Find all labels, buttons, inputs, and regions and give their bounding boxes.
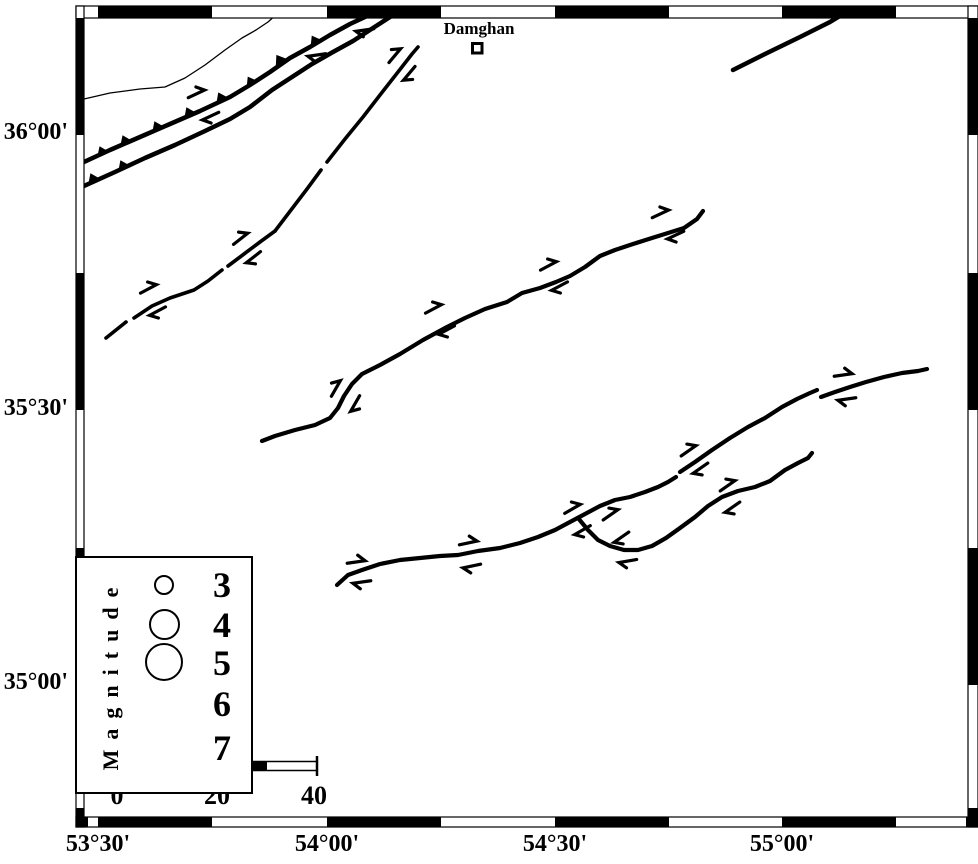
thrust-tooth-icon — [118, 160, 131, 172]
slip-arrow-icon — [351, 27, 376, 39]
slip-arrow-icon — [345, 553, 370, 565]
slip-arrow-icon — [198, 110, 221, 125]
slip-arrow-icon — [563, 500, 585, 515]
slip-arrow-icon — [387, 46, 405, 65]
lon-label-55-00: 55°00' — [749, 831, 815, 857]
slip-arrow-icon — [186, 85, 209, 100]
fault-nw-strikeslip-e — [325, 45, 420, 164]
slip-arrow-icon — [570, 524, 592, 539]
lon-label-54-00: 54°00' — [294, 831, 360, 857]
slip-arrow-icon — [303, 52, 328, 64]
slip-arrow-icon — [231, 230, 252, 246]
slip-arrow-icon — [457, 534, 482, 547]
thrust-tooth-icon — [184, 107, 197, 119]
map-frame — [75, 5, 978, 828]
slip-arrow-icon — [663, 229, 686, 244]
slip-arrow-icon — [720, 500, 742, 516]
fault-north-thrust-upper — [84, 18, 368, 165]
slip-arrow-icon — [650, 205, 673, 220]
thrust-tooth-icon — [152, 121, 165, 133]
slip-arrow-icon — [399, 64, 417, 83]
lon-label-54-30: 54°30' — [522, 831, 588, 857]
city-label-damghan: Damghan — [443, 19, 515, 38]
fault-south-fault-west — [334, 474, 679, 588]
city-marker-damghan — [471, 42, 484, 55]
slip-arrow-icon — [614, 557, 639, 570]
slip-arrow-icon — [242, 250, 263, 266]
slip-arrow-icon — [688, 461, 710, 477]
scale-label-40: 40 — [301, 781, 327, 810]
legend-circle-mag-5 — [145, 643, 183, 681]
fault-northeast-fault — [730, 18, 841, 73]
thrust-tooth-icon — [275, 54, 287, 66]
legend-magnitude-4: 4 — [213, 605, 231, 645]
fault-nw-strikeslip-a — [104, 320, 128, 340]
slip-arrow-icon — [609, 530, 631, 546]
lon-label-53-30: 53°30' — [65, 831, 131, 857]
slip-arrow-icon — [434, 324, 457, 339]
thrust-tooth-icon — [88, 173, 101, 185]
thrust-tooth-icon — [97, 146, 110, 158]
slip-arrow-icon — [833, 396, 858, 408]
thrust-tooth-icon — [120, 135, 133, 147]
fault-south-fault-northeast — [677, 387, 820, 475]
slip-arrow-icon — [423, 300, 446, 315]
slip-arrow-icon — [679, 442, 701, 458]
legend-circle-mag-4 — [148, 608, 180, 640]
slip-arrow-icon — [145, 305, 168, 320]
legend-magnitude-6: 6 — [213, 684, 231, 724]
fault-nw-strikeslip-b — [132, 268, 224, 320]
fault-north-thrust-lower — [84, 18, 393, 189]
legend-magnitude-7: 7 — [213, 728, 231, 768]
legend-magnitude-5: 5 — [213, 643, 231, 683]
thrust-tooth-icon — [310, 35, 322, 47]
lat-label-35-30: 35°30' — [3, 395, 68, 421]
lat-label-35-00: 35°00' — [3, 669, 68, 695]
river-line — [84, 18, 274, 100]
lat-label-36-00: 36°00' — [3, 119, 68, 145]
slip-arrow-icon — [458, 562, 483, 575]
slip-arrow-icon — [832, 366, 857, 378]
slip-arrows — [138, 27, 858, 591]
fault-lines — [84, 18, 930, 588]
fault-central-fault — [259, 208, 706, 444]
legend-circle-mag-3 — [154, 575, 174, 595]
slip-arrow-icon — [718, 477, 740, 493]
legend-magnitude-3: 3 — [213, 565, 231, 605]
slip-arrow-icon — [547, 280, 570, 295]
slip-arrow-icon — [348, 579, 373, 591]
thrust-tooth-icon — [246, 76, 258, 88]
slip-arrow-icon — [538, 257, 561, 272]
thrust-tooth-icon — [216, 92, 229, 104]
slip-arrow-icon — [329, 378, 344, 398]
fault-nw-strikeslip-c — [226, 229, 277, 268]
slip-arrow-icon — [138, 280, 161, 295]
thrust-teeth — [88, 35, 322, 185]
fault-south-fault-branch — [575, 450, 815, 553]
fault-nw-strikeslip-d — [273, 168, 323, 233]
fault-east-fault — [818, 366, 930, 400]
slip-arrow-icon — [601, 506, 623, 522]
slip-arrow-icon — [347, 394, 362, 414]
magnitude-legend-title: Magnitude — [98, 577, 123, 771]
